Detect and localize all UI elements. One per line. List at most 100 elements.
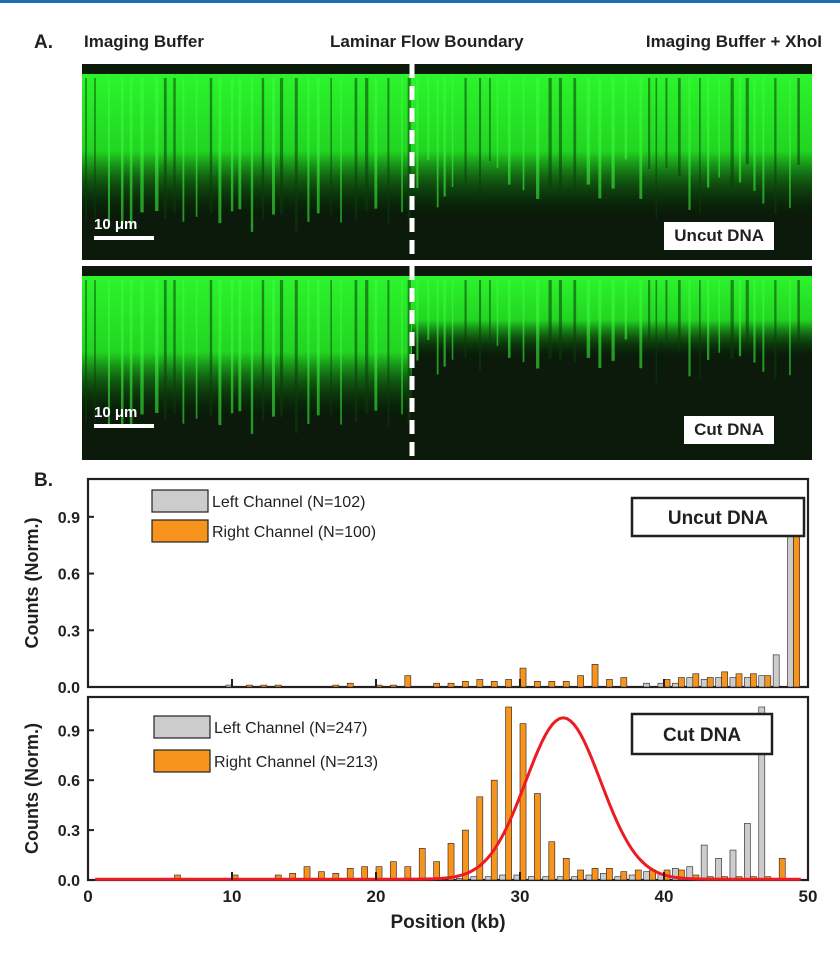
ytick-label-uncut-0.0: 0.0 xyxy=(58,680,80,697)
chart-tag-cut: Cut DNA xyxy=(663,725,741,746)
ytick-label-uncut-0.6: 0.6 xyxy=(58,567,80,584)
header-left-buffer: Imaging Buffer xyxy=(84,32,204,51)
bar-uncut-right-41 xyxy=(678,677,685,688)
bar-cut-right-33 xyxy=(562,858,570,881)
bar-cut-left-43 xyxy=(700,844,708,881)
bar-uncut-right-28 xyxy=(490,681,498,688)
panel-b-label: B. xyxy=(34,470,53,491)
chart-tag-box-cut xyxy=(630,712,774,756)
bar-uncut-right-34 xyxy=(577,675,584,688)
scale-bar-line-bottom xyxy=(94,424,154,428)
bar-cut-left-46 xyxy=(744,823,751,881)
bar-cut-left-29 xyxy=(499,874,506,881)
bar-uncut-right-44 xyxy=(721,671,728,688)
bar-cut-right-35 xyxy=(591,868,599,881)
bar-uncut-right-21 xyxy=(390,684,397,688)
scale-label-bottom: 10 μm xyxy=(94,404,138,421)
bar-uncut-left-39 xyxy=(643,682,650,688)
legend-swatch-uncut-left xyxy=(151,489,209,513)
bar-cut-right-32 xyxy=(548,841,556,881)
bar-cut-right-27 xyxy=(476,796,484,881)
bar-cut-left-39 xyxy=(643,871,650,881)
bar-uncut-right-31 xyxy=(534,681,541,688)
bar-uncut-left-48 xyxy=(772,654,780,688)
bar-cut-right-28 xyxy=(490,779,498,881)
legend-swatch-cut-left xyxy=(153,715,211,739)
panel-a-label: A. xyxy=(34,32,53,53)
xtick-label-30: 30 xyxy=(511,887,530,906)
ytick-label-cut-0.9: 0.9 xyxy=(58,723,80,740)
bar-uncut-left-47 xyxy=(758,675,766,688)
bar-uncut-left-41 xyxy=(672,682,679,688)
bar-uncut-right-22 xyxy=(404,675,412,688)
bar-cut-right-29 xyxy=(505,706,512,881)
scale-label-top: 10 μm xyxy=(94,216,138,233)
bar-cut-left-33 xyxy=(556,876,564,881)
bar-cut-right-34 xyxy=(577,869,584,881)
micrograph-cut: 10 μm Cut DNA xyxy=(82,266,812,460)
bar-cut-right-37 xyxy=(620,871,628,881)
ylabel-cut: Counts (Norm.) xyxy=(22,723,42,854)
scale-bar-line-top xyxy=(94,236,154,240)
ylabel-uncut: Counts (Norm.) xyxy=(22,518,42,649)
xtick-label-0: 0 xyxy=(83,887,92,906)
bar-cut-right-23 xyxy=(418,848,426,881)
bar-cut-left-38 xyxy=(628,874,636,881)
bar-uncut-left-42 xyxy=(686,677,694,688)
bar-uncut-left-45 xyxy=(729,677,737,688)
bar-cut-right-36 xyxy=(606,868,613,881)
bar-uncut-right-32 xyxy=(548,681,556,688)
legend-label-uncut-left: Left Channel (N=102) xyxy=(212,494,365,511)
bar-cut-right-38 xyxy=(634,869,642,881)
bar-cut-left-37 xyxy=(614,876,622,881)
bar-uncut-right-45 xyxy=(735,673,743,688)
ytick-label-cut-0.0: 0.0 xyxy=(58,873,80,890)
xlabel-position: Position (kb) xyxy=(390,912,505,933)
legend-label-cut-left: Left Channel (N=247) xyxy=(214,720,367,737)
xtick-label-50: 50 xyxy=(799,887,818,906)
bar-cut-right-31 xyxy=(534,793,541,881)
bar-cut-right-48 xyxy=(778,858,786,881)
legend-swatch-cut-right xyxy=(153,749,211,773)
bar-cut-left-32 xyxy=(542,876,550,881)
bar-cut-right-26 xyxy=(462,829,469,881)
bar-uncut-right-30 xyxy=(519,667,527,688)
bar-uncut-right-27 xyxy=(476,679,484,688)
micrograph-uncut: 10 μm Uncut DNA xyxy=(82,64,812,260)
bar-cut-left-35 xyxy=(585,874,593,881)
xtick-label-40: 40 xyxy=(655,887,674,906)
xtick-label-10: 10 xyxy=(223,887,242,906)
bar-uncut-left-43 xyxy=(700,679,708,688)
tag-uncut-dna: Uncut DNA xyxy=(664,222,774,250)
bar-uncut-right-29 xyxy=(505,679,512,688)
ytick-label-cut-0.3: 0.3 xyxy=(58,823,80,840)
bar-uncut-right-12 xyxy=(260,684,268,688)
bar-uncut-right-36 xyxy=(606,679,613,688)
bar-cut-left-34 xyxy=(571,876,578,881)
header-right-buffer: Imaging Buffer + XhoI xyxy=(645,32,822,51)
bar-uncut-right-26 xyxy=(462,681,469,688)
bar-cut-left-27 xyxy=(470,876,478,881)
header-laminar-boundary: Laminar Flow Boundary xyxy=(330,32,524,51)
bar-uncut-right-11 xyxy=(246,684,253,688)
chart-tag-box-uncut xyxy=(630,496,806,538)
bar-uncut-left-44 xyxy=(715,677,722,688)
bar-uncut-right-17 xyxy=(332,684,340,688)
bar-cut-left-31 xyxy=(528,876,535,881)
gaussian-fit-curve-cut xyxy=(95,716,801,881)
bar-uncut-right-25 xyxy=(447,682,455,688)
ytick-label-uncut-0.9: 0.9 xyxy=(58,510,80,527)
bar-cut-right-41 xyxy=(678,869,685,881)
bar-cut-left-26 xyxy=(456,878,463,881)
bar-cut-right-30 xyxy=(519,723,527,881)
legend-swatch-uncut-right xyxy=(151,519,209,543)
bar-uncut-right-24 xyxy=(433,682,440,688)
legend-label-uncut-right: Right Channel (N=100) xyxy=(212,524,376,541)
bar-uncut-right-18 xyxy=(346,682,354,688)
bar-cut-left-28 xyxy=(484,876,492,881)
ytick-label-cut-0.6: 0.6 xyxy=(58,773,80,790)
bar-uncut-right-42 xyxy=(692,673,700,688)
bar-uncut-right-37 xyxy=(620,677,628,688)
bar-uncut-left-46 xyxy=(744,677,751,688)
